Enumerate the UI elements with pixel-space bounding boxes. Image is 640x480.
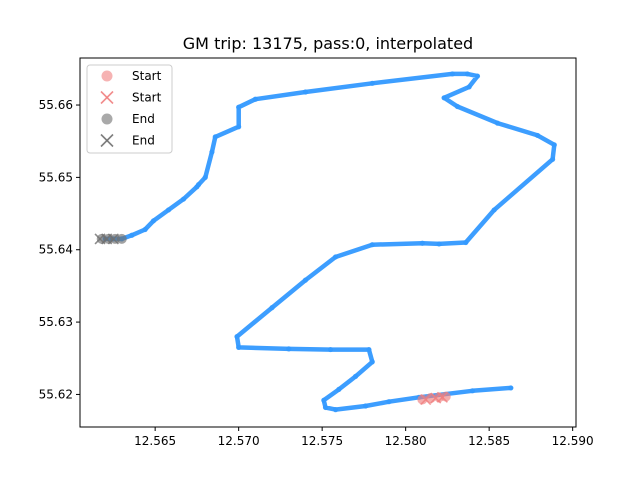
end-circle-marker [116, 233, 127, 244]
plot-frame [79, 57, 577, 428]
trip-point [236, 124, 242, 130]
trip-point [234, 333, 240, 340]
trip-point [322, 404, 329, 411]
trip-point [202, 174, 208, 180]
start-circle-marker [417, 394, 428, 405]
start-cross-marker [436, 391, 448, 403]
legend: Start Start End End [86, 64, 173, 154]
y-tick-label: 55.65 [39, 170, 73, 184]
x-tick-label: 12.580 [385, 434, 427, 448]
trip-point [441, 95, 447, 101]
trip-point [419, 240, 425, 246]
legend-label: End [132, 112, 155, 126]
legend-marker-cross [100, 90, 114, 105]
legend-label: End [132, 134, 155, 148]
trip-point [352, 373, 359, 379]
legend-marker-cross-stroke-b [100, 133, 114, 148]
trip-point [362, 403, 369, 409]
trip-point [449, 71, 456, 77]
y-tick-label: 55.62 [39, 387, 73, 401]
start-cross-marker [420, 393, 432, 406]
trip-point [165, 207, 172, 213]
trip-point [286, 346, 292, 352]
trip-point [212, 134, 218, 140]
legend-box [86, 64, 173, 154]
trip-point [464, 71, 471, 77]
legend-marker-circle [101, 113, 113, 125]
trip-point [491, 207, 497, 213]
trip-point [551, 142, 557, 148]
trip-point [369, 242, 375, 248]
trip-point [269, 305, 275, 311]
x-tick-label: 12.575 [301, 434, 343, 448]
trip-point [494, 120, 501, 126]
trip-point [386, 399, 392, 405]
start-cross-marker-stroke-b [420, 393, 432, 406]
trip-point [508, 385, 514, 391]
trip-point [369, 80, 375, 86]
trip-point [332, 254, 339, 260]
y-tick-label: 55.64 [39, 243, 73, 257]
trip-point [366, 346, 372, 353]
trip-point [236, 344, 242, 351]
chart-title: GM trip: 13175, pass:0, interpolated [183, 34, 473, 53]
legend-label: Start [132, 69, 162, 83]
end-cross-marker-stroke-b [107, 233, 119, 245]
trip-point [474, 73, 481, 79]
axes: 12.565 12.570 12.575 12.580 12.585 12.590 55.6… [39, 57, 594, 448]
trip-point [466, 84, 472, 90]
plot-marks [94, 71, 557, 413]
legend-marker-cross-stroke-b [100, 90, 114, 105]
trip-point [180, 196, 187, 202]
trip-point [209, 149, 215, 155]
legend-marker-circle [101, 70, 113, 82]
trip-point [150, 218, 157, 224]
trip-point [469, 388, 476, 394]
trip-point [332, 407, 339, 413]
start-cross-marker-stroke-b [436, 391, 448, 403]
trip-point [550, 156, 556, 162]
trip-point [454, 103, 461, 110]
x-tick-label: 12.590 [552, 434, 594, 448]
trip-point [369, 359, 375, 365]
y-tick-label: 55.63 [39, 315, 73, 329]
trip-point [534, 132, 541, 139]
trip-point [252, 96, 258, 102]
x-tick-label: 12.570 [218, 434, 260, 448]
trip-point [336, 386, 342, 392]
trip-point [321, 397, 327, 403]
trip-point [142, 226, 148, 233]
trip-point [436, 241, 442, 247]
trip-point [302, 277, 309, 283]
trip-point [463, 239, 469, 246]
trip-point [302, 89, 309, 95]
trip-point [129, 232, 135, 238]
legend-label: Start [132, 91, 162, 105]
x-tick-label: 12.585 [468, 434, 510, 448]
y-tick-label: 55.66 [39, 98, 73, 112]
legend-marker-cross [100, 133, 114, 148]
trip-point [194, 184, 200, 190]
trip-point [236, 104, 242, 110]
x-tick-label: 12.565 [134, 434, 176, 448]
end-cross-marker [107, 233, 119, 245]
trip-point [327, 346, 334, 353]
